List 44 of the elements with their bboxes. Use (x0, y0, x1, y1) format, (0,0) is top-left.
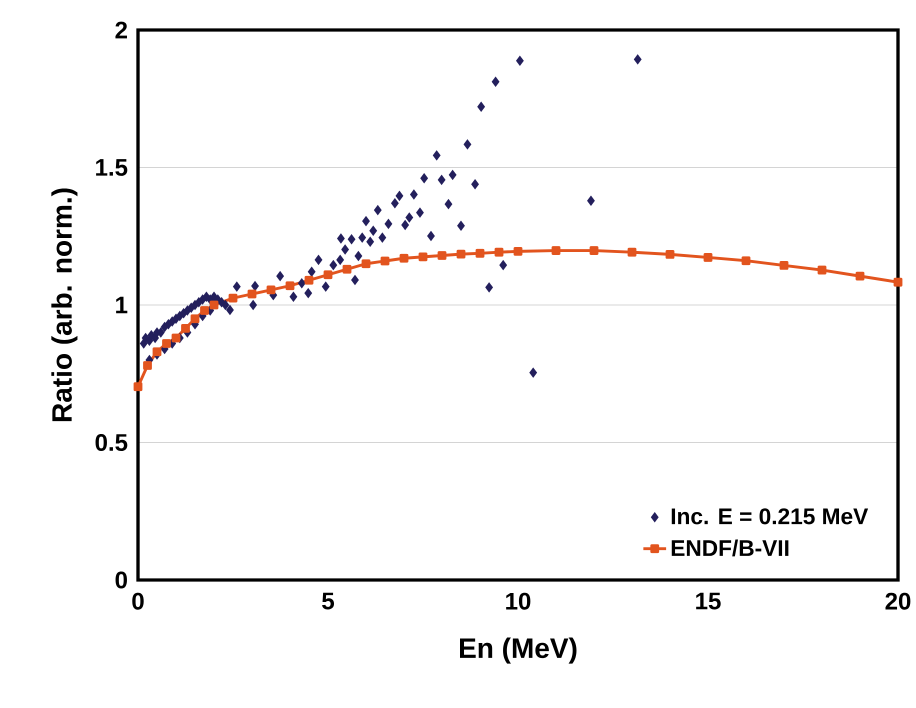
point (380, 256, 390, 266)
y-tick-label: 1 (116, 296, 128, 314)
y-tick-label: 0.5 (96, 434, 128, 451)
x-tick-label: 20 (885, 592, 910, 610)
point (324, 270, 332, 280)
point (210, 300, 218, 310)
point (514, 246, 522, 256)
point (304, 276, 314, 285)
point (590, 246, 598, 255)
point (476, 248, 484, 258)
point (552, 246, 560, 255)
point (152, 347, 162, 356)
point (742, 256, 750, 266)
point (134, 382, 142, 392)
point (172, 334, 180, 342)
legend-label: ENDF/B-VII (672, 539, 788, 556)
y-tick-label: 1.5 (96, 159, 128, 176)
point (494, 248, 504, 257)
x-tick-label: 15 (696, 592, 721, 610)
legend-label: Inc. E = 0.215 MeV (672, 508, 868, 524)
point (362, 259, 370, 268)
point (400, 254, 408, 263)
point (628, 248, 636, 257)
point (856, 272, 864, 281)
point (704, 253, 712, 262)
point (228, 294, 238, 303)
x-tick-label: 5 (322, 592, 334, 610)
point (418, 252, 428, 262)
x-tick-label: 0 (132, 592, 144, 610)
point (818, 266, 826, 274)
point (894, 278, 902, 287)
x-axis-title: En (MeV) (460, 638, 576, 664)
y-axis-title: Ratio (arb. norm.) (51, 188, 78, 422)
point (780, 260, 788, 270)
point (666, 250, 674, 259)
point (342, 264, 352, 274)
y-tick-label: 2 (115, 22, 127, 38)
point (248, 290, 256, 298)
x-tick-label: 10 (506, 592, 530, 610)
point (286, 281, 294, 290)
point (181, 324, 190, 333)
point (438, 251, 446, 260)
point (456, 250, 466, 259)
y-tick-label: 0 (116, 571, 127, 588)
